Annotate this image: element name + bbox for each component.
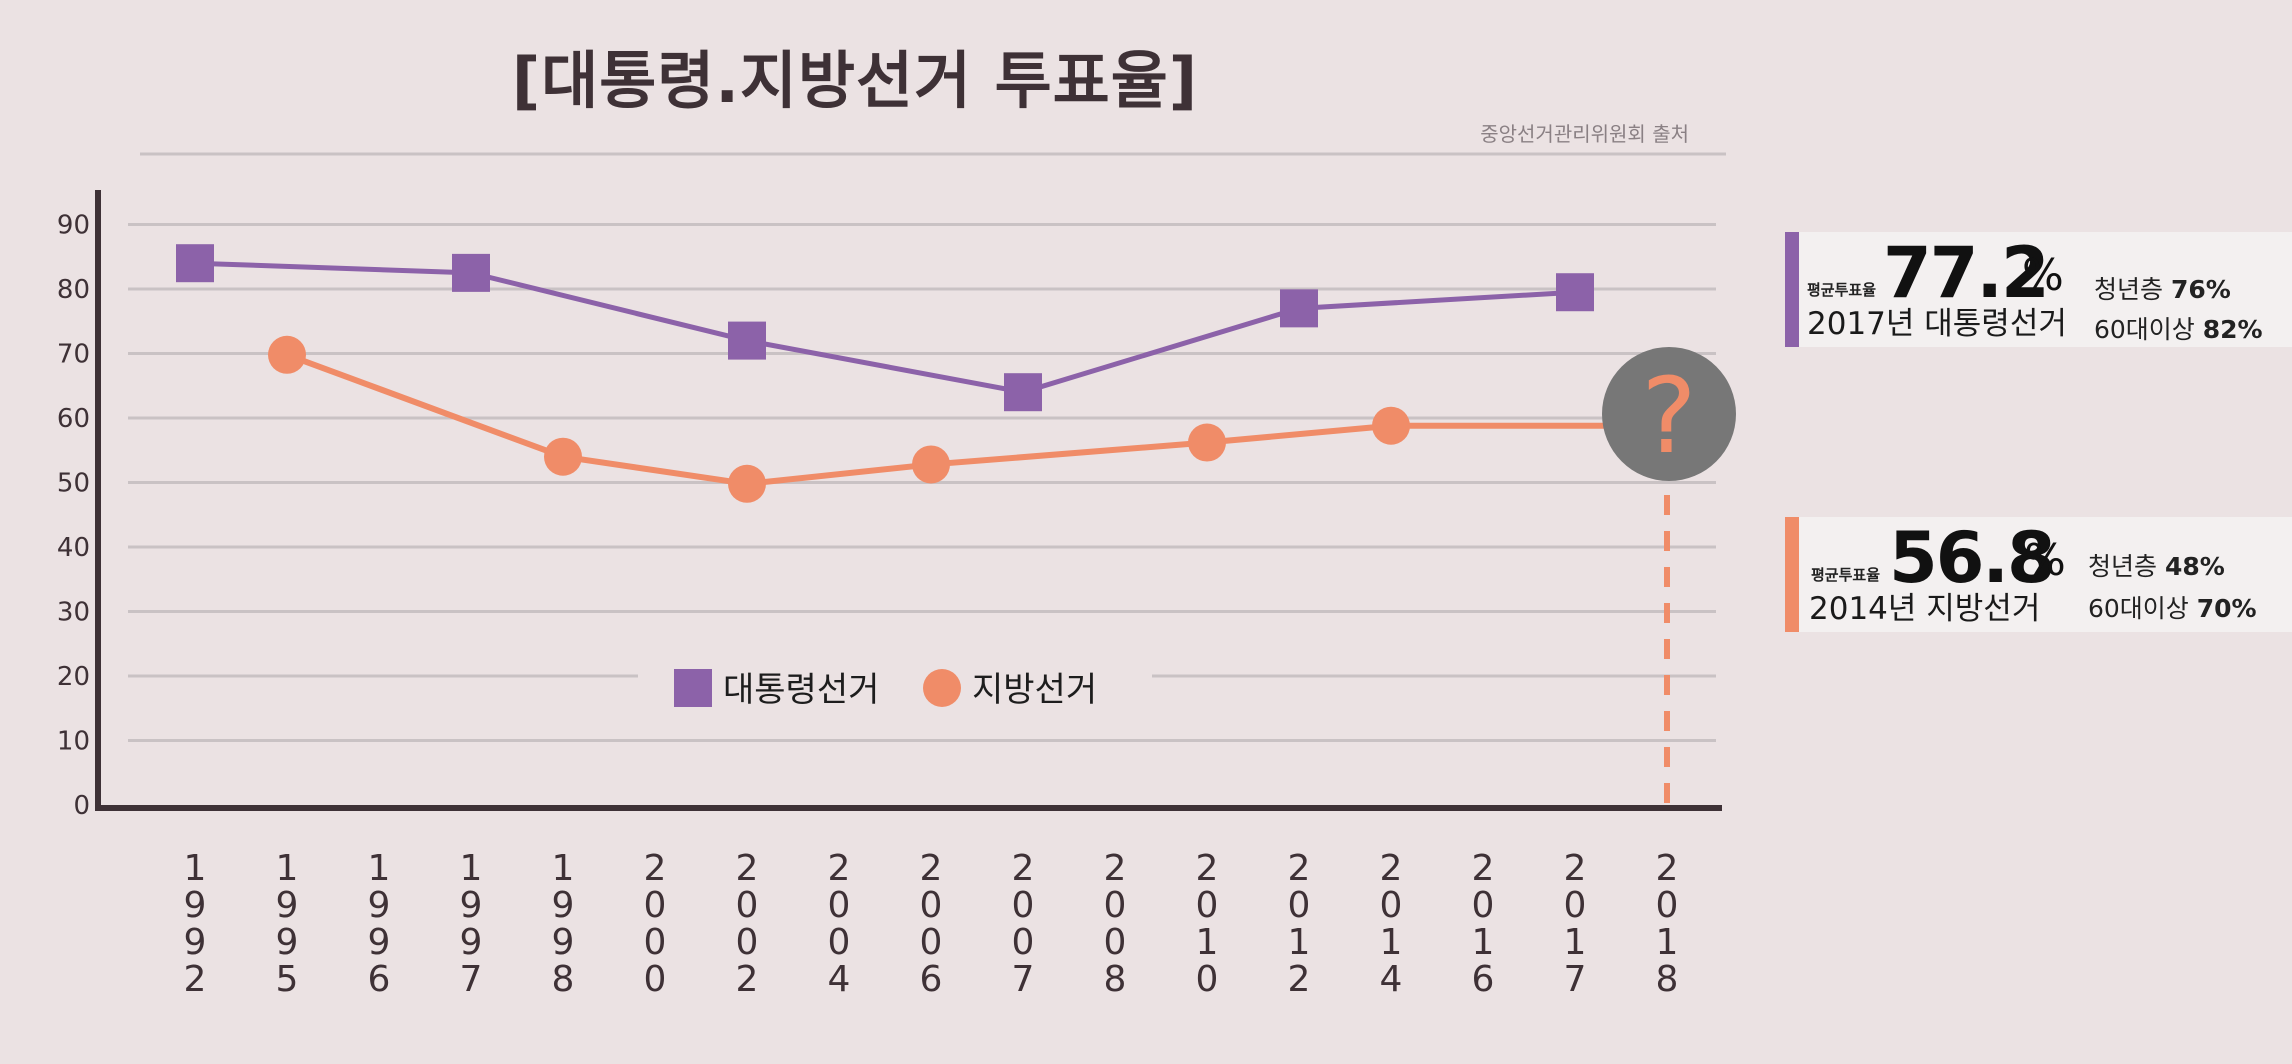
source-note: 중앙선거관리위원회 출처 <box>1480 122 1689 146</box>
local-election-point <box>728 464 766 503</box>
y-tick-label: 0 <box>73 791 90 821</box>
y-tick-label: 20 <box>57 662 90 692</box>
question-mark: ? <box>1641 355 1696 477</box>
presidential-card-accent <box>1785 232 1799 347</box>
presidential-election-point <box>728 321 766 360</box>
presidential-subtitle: 2017년 대통령선거 <box>1807 306 2067 342</box>
legend-local-label: 지방선거 <box>972 670 1097 710</box>
y-tick-label: 40 <box>57 533 90 563</box>
presidential-avg-unit: % <box>2022 250 2064 301</box>
legend-local-swatch <box>923 669 961 707</box>
presidential-election-point <box>1556 273 1594 312</box>
local-subtitle: 2014년 지방선거 <box>1809 591 2041 627</box>
chart-title: [대통령.지방선거 투표율] <box>511 44 1199 117</box>
y-tick-label: 70 <box>57 340 90 370</box>
local-summary-card: 평균투표율 56.8 % 2014년 지방선거 청년층 48% 60대이상 70… <box>1785 517 2292 632</box>
local-election-point <box>1372 406 1410 445</box>
presidential-youth-stat: 청년층 76% <box>2094 275 2231 304</box>
local-avg-value: 56.8 <box>1889 517 2056 599</box>
y-tick-label: 30 <box>57 598 90 628</box>
local-election-point <box>544 437 582 476</box>
y-tick-label: 10 <box>57 727 90 757</box>
local-youth-stat: 청년층 48% <box>2088 552 2225 581</box>
presidential-election-line <box>194 260 1576 395</box>
y-tick-label: 50 <box>57 469 90 499</box>
local-avg-label: 평균투표율 <box>1811 566 1881 584</box>
presidential-senior-stat: 60대이상 82% <box>2094 315 2263 344</box>
legend-presidential-label: 대통령선거 <box>723 670 879 710</box>
local-election-point <box>268 335 306 374</box>
presidential-avg-value: 77.2 <box>1883 232 2050 314</box>
presidential-summary-card: 평균투표율 77.2 % 2017년 대통령선거 청년층 76% 60대이상 8… <box>1785 232 2292 347</box>
presidential-election-point <box>452 253 490 292</box>
presidential-avg-label: 평균투표율 <box>1807 281 1877 299</box>
local-avg-unit: % <box>2024 535 2066 586</box>
presidential-election-point <box>1004 373 1042 412</box>
local-senior-stat: 60대이상 70% <box>2088 594 2257 623</box>
y-tick-label: 90 <box>57 211 90 241</box>
local-election-point <box>1188 423 1226 462</box>
local-card-accent <box>1785 517 1799 632</box>
turnout-line-chart: 0 10 20 30 40 50 60 70 80 90 1 9 9 2 1 9 9 5 1 9 9 6 1 9 9 7 1 9 9 8 2… <box>57 152 1736 1000</box>
question-circle <box>1602 347 1736 481</box>
presidential-election-point <box>1280 289 1318 328</box>
y-tick-label: 80 <box>57 275 90 305</box>
legend-presidential-swatch <box>674 669 712 707</box>
local-election-point <box>912 445 950 484</box>
y-tick-label: 60 <box>57 404 90 434</box>
presidential-election-point <box>176 244 214 283</box>
